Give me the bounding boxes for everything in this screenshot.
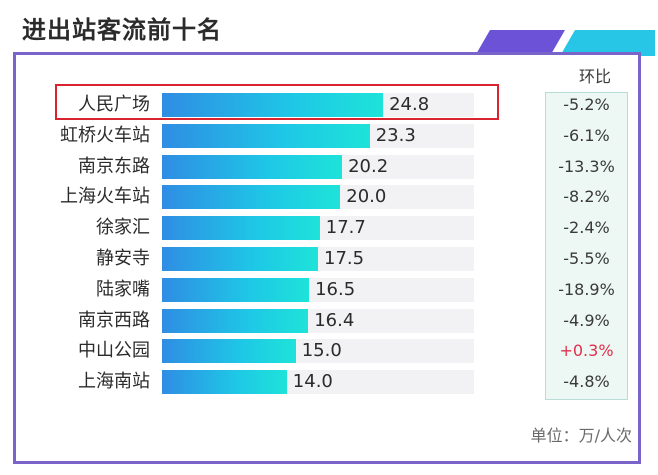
bar-row: 南京西路 16.4 -4.9%: [0, 308, 658, 334]
value-label: 15.0: [301, 340, 342, 362]
bar-row: 中山公园 15.0 +0.3%: [0, 338, 658, 364]
value-label: 16.5: [315, 278, 356, 300]
bar: [162, 308, 309, 333]
bar: [162, 185, 341, 210]
change-label: -18.9%: [558, 279, 615, 299]
title-decoration: [475, 30, 655, 56]
bar: [162, 277, 310, 302]
value-label: 17.7: [325, 217, 366, 239]
change-label: -2.4%: [563, 218, 610, 238]
bar: [162, 93, 384, 117]
bar-row: 南京东路 20.2 -13.3%: [0, 154, 658, 180]
change-label: -6.1%: [563, 125, 610, 145]
category-label: 人民广场: [78, 94, 150, 115]
change-column: [545, 92, 628, 400]
bar-row: 陆家嘴 16.5 -18.9%: [0, 277, 658, 303]
bar: [162, 339, 296, 364]
category-label: 静安寺: [96, 248, 150, 269]
bar-row: 静安寺 17.5 -5.5%: [0, 246, 658, 272]
category-label: 虹桥火车站: [60, 124, 150, 146]
bar: [162, 370, 287, 395]
highlight-box: [55, 84, 499, 120]
value-label: 17.5: [324, 248, 365, 269]
bar-row: 上海南站 14.0 -4.8%: [0, 369, 658, 395]
category-label: 南京西路: [78, 309, 150, 331]
change-label: +0.3%: [559, 341, 614, 361]
category-label: 上海火车站: [60, 186, 150, 208]
bar-row: 上海火车站 20.0 -8.2%: [0, 184, 658, 210]
change-label: -4.9%: [563, 310, 610, 330]
value-label: 23.3: [375, 124, 416, 146]
category-label: 陆家嘴: [96, 278, 150, 300]
change-label: -8.2%: [563, 187, 610, 207]
category-label: 上海南站: [78, 371, 150, 393]
value-label: 16.4: [314, 309, 355, 331]
bar: [162, 123, 370, 148]
unit-label: 单位：万/人次: [530, 426, 632, 445]
bar: [162, 247, 318, 271]
value-label: 20.2: [348, 155, 389, 177]
category-label: 中山公园: [78, 340, 150, 362]
change-label: -5.2%: [563, 95, 610, 114]
bar-row: 虹桥火车站 23.3 -6.1%: [0, 123, 658, 149]
category-label: 徐家汇: [96, 217, 150, 239]
chart-title: 进出站客流前十名: [22, 16, 222, 44]
value-label: 14.0: [292, 371, 333, 393]
change-label: -13.3%: [558, 156, 615, 176]
value-label: 20.0: [346, 186, 387, 208]
decoration-stripe-cyan: [560, 30, 655, 56]
bar: [162, 154, 343, 179]
category-label: 南京东路: [78, 155, 150, 177]
bar: [162, 216, 320, 241]
change-label: -4.8%: [563, 372, 610, 392]
change-column-header: 环比: [578, 67, 611, 86]
change-label: -5.5%: [563, 249, 610, 268]
decoration-stripe-purple: [475, 30, 565, 56]
value-label: 24.8: [389, 94, 430, 115]
bar-row: 徐家汇 17.7 -2.4%: [0, 215, 658, 241]
bar-row: 人民广场 24.8 -5.2%: [0, 92, 658, 118]
